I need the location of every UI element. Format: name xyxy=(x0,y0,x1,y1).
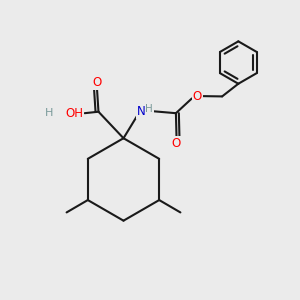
Text: H: H xyxy=(145,104,153,114)
Text: O: O xyxy=(193,90,202,103)
Text: OH: OH xyxy=(65,107,83,120)
Text: O: O xyxy=(92,76,102,89)
Text: O: O xyxy=(172,137,181,150)
Text: N: N xyxy=(137,105,146,118)
Text: H: H xyxy=(45,108,53,118)
